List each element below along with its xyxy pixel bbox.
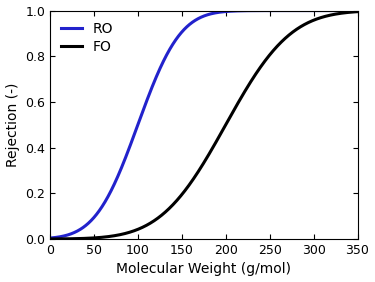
Line: RO: RO	[50, 10, 362, 238]
FO	[102, 235, 106, 239]
RO	[354, 9, 358, 12]
RO	[360, 9, 364, 12]
RO	[181, 29, 185, 32]
FO	[167, 206, 172, 210]
FO	[48, 237, 52, 241]
FO	[320, 16, 324, 19]
RO	[48, 236, 52, 240]
FO	[181, 191, 185, 195]
Y-axis label: Rejection (-): Rejection (-)	[6, 83, 20, 167]
FO	[360, 10, 364, 13]
Line: FO: FO	[50, 11, 362, 239]
RO	[320, 9, 324, 12]
Legend: RO, FO: RO, FO	[57, 17, 118, 58]
RO	[102, 202, 106, 205]
X-axis label: Molecular Weight (g/mol): Molecular Weight (g/mol)	[116, 263, 291, 276]
FO	[83, 237, 88, 240]
RO	[83, 224, 88, 227]
RO	[167, 48, 172, 51]
FO	[354, 10, 358, 14]
